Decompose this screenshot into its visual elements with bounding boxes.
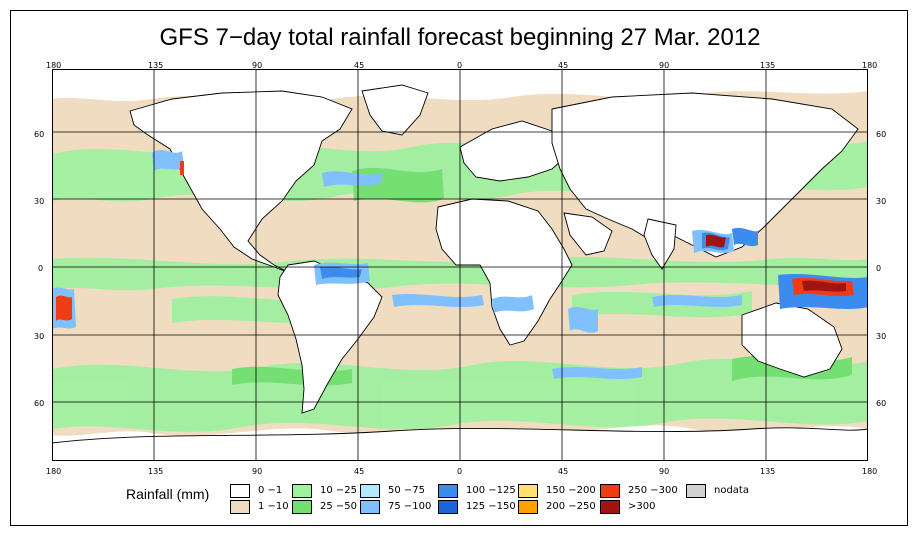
lat-tick-left: 30 [34, 332, 45, 341]
legend-label: 250 −300 [628, 485, 678, 496]
legend-title: Rainfall (mm) [126, 486, 210, 502]
legend-swatch-10-25 [292, 484, 312, 498]
lon-tick-top: 90 [659, 61, 670, 70]
lon-tick-top: 90 [252, 61, 263, 70]
legend-swatch-25-50 [292, 500, 312, 514]
lon-tick-top: 180 [862, 61, 878, 70]
legend-label: 75 −100 [388, 501, 432, 512]
legend-swatch-125-150 [438, 500, 458, 514]
lon-tick-top: 45 [558, 61, 569, 70]
legend-label: 150 −200 [546, 485, 596, 496]
rainfall-map [52, 69, 868, 461]
lon-tick-bottom: 45 [354, 467, 365, 476]
lon-tick-top: 45 [354, 61, 365, 70]
legend-swatch-50-75 [360, 484, 380, 498]
legend-swatch-over-300 [600, 500, 620, 514]
legend-swatch-250-300 [600, 484, 620, 498]
legend-label: 0 −1 [258, 485, 283, 496]
lon-tick-top: 180 [46, 61, 62, 70]
lat-tick-left: 30 [34, 197, 45, 206]
map-title: GFS 7−day total rainfall forecast beginn… [159, 24, 761, 51]
legend-swatch-100-125 [438, 484, 458, 498]
arabia [563, 212, 613, 256]
lon-tick-bottom: 45 [558, 467, 569, 476]
lat-tick-left: 60 [34, 399, 45, 408]
greenland [361, 84, 429, 136]
legend-label: >300 [628, 501, 656, 512]
lon-tick-bottom: 135 [760, 467, 776, 476]
legend-swatch-75-100 [360, 500, 380, 514]
lon-tick-bottom: 135 [148, 467, 164, 476]
lon-tick-bottom: 0 [457, 467, 463, 476]
lon-tick-bottom: 180 [862, 467, 878, 476]
legend-label: 200 −250 [546, 501, 596, 512]
lat-tick-left: 0 [38, 264, 44, 273]
india [643, 218, 677, 270]
lat-tick-left: 60 [34, 130, 45, 139]
legend-swatch-150-200 [518, 484, 538, 498]
legend-label: 125 −150 [466, 501, 516, 512]
lon-tick-bottom: 180 [46, 467, 62, 476]
lon-tick-top: 135 [760, 61, 776, 70]
legend-label: 25 −50 [320, 501, 358, 512]
heavy-rain-patches [52, 150, 868, 379]
lat-tick-right: 30 [876, 197, 887, 206]
lon-tick-top: 135 [148, 61, 164, 70]
legend-swatch-200-250 [518, 500, 538, 514]
lat-tick-right: 60 [876, 399, 887, 408]
figure-frame [10, 10, 908, 526]
europe [459, 120, 573, 182]
legend-label: nodata [714, 485, 749, 496]
lon-tick-bottom: 90 [659, 467, 670, 476]
legend-swatch-0-1 [230, 484, 250, 498]
lat-tick-right: 60 [876, 130, 887, 139]
lat-tick-right: 30 [876, 332, 887, 341]
asia [551, 92, 859, 258]
legend-label: 100 −125 [466, 485, 516, 496]
legend-label: 50 −75 [388, 485, 426, 496]
legend-swatch-1-10 [230, 500, 250, 514]
north-america [129, 90, 353, 274]
lon-tick-bottom: 90 [252, 467, 263, 476]
extreme-rain-patches [56, 161, 854, 321]
legend-label: 1 −10 [258, 501, 289, 512]
legend-swatch-nodata [686, 484, 706, 498]
graticule [52, 69, 868, 461]
map-border [52, 69, 868, 461]
legend-label: 10 −25 [320, 485, 358, 496]
lon-tick-top: 0 [457, 61, 463, 70]
lat-tick-right: 0 [876, 264, 882, 273]
